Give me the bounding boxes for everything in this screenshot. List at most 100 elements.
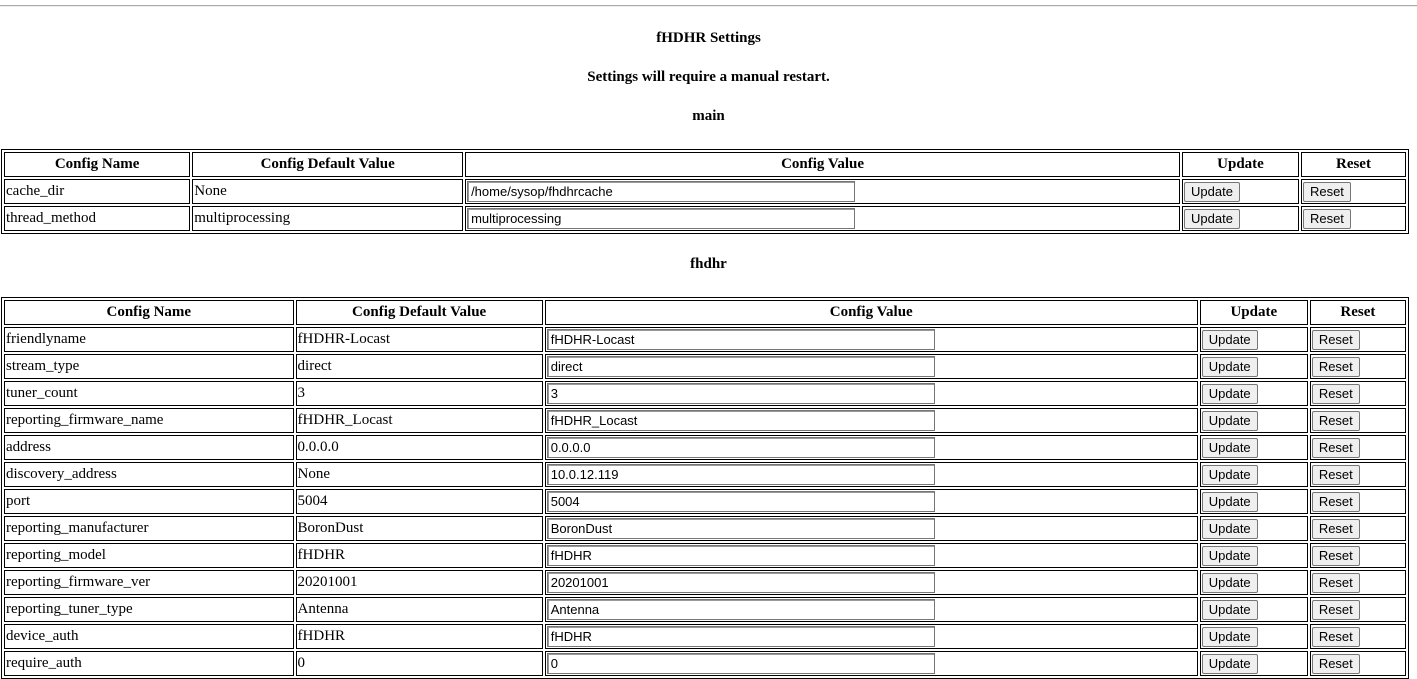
update-button[interactable]: Update	[1201, 410, 1258, 431]
settings-table-main: Config Name Config Default Value Config Va…	[1, 149, 1409, 234]
column-header: Config Name	[4, 152, 191, 177]
reset-button[interactable]: Reset	[1311, 464, 1360, 485]
reset-button[interactable]: Reset	[1311, 491, 1360, 512]
table-row: reporting_firmware_ver 20201001 20201001…	[4, 570, 1406, 595]
update-cell: Update	[1199, 516, 1308, 541]
reset-cell: Reset	[1309, 570, 1406, 595]
update-button[interactable]: Update	[1201, 383, 1258, 404]
reset-cell: Reset	[1309, 516, 1406, 541]
update-button[interactable]: Update	[1184, 208, 1240, 229]
update-button[interactable]: Update	[1201, 653, 1258, 674]
reset-button[interactable]: Reset	[1311, 599, 1360, 620]
column-header: Reset	[1309, 300, 1406, 325]
reset-cell: Reset	[1309, 408, 1406, 433]
config-name: discovery_address	[4, 462, 294, 487]
reset-cell: Reset	[1300, 206, 1406, 231]
reset-button[interactable]: Reset	[1311, 572, 1360, 593]
config-value-input[interactable]: 3	[546, 383, 935, 404]
reset-button[interactable]: Reset	[1311, 383, 1360, 404]
table-row: require_auth 0 0 Update Reset	[4, 651, 1406, 676]
table-header: Config Name Config Default Value Config Va…	[4, 152, 1406, 177]
config-value-input[interactable]: multiprocessing	[467, 208, 856, 229]
config-name: friendlyname	[4, 327, 294, 352]
update-button[interactable]: Update	[1201, 626, 1258, 647]
config-value-input[interactable]: BoronDust	[546, 518, 935, 539]
update-button[interactable]: Update	[1201, 437, 1258, 458]
page-title: fHDHR Settings	[656, 30, 761, 46]
reset-button[interactable]: Reset	[1311, 626, 1360, 647]
table-row: reporting_model fHDHR fHDHR Update Reset	[4, 543, 1406, 568]
update-cell: Update	[1199, 327, 1308, 352]
config-value-input[interactable]: fHDHR_Locast	[546, 410, 935, 431]
config-value-input[interactable]: 5004	[546, 491, 935, 512]
update-cell: Update	[1199, 570, 1308, 595]
reset-cell: Reset	[1309, 327, 1406, 352]
config-value-cell: direct	[544, 354, 1198, 379]
section-title-main: main	[692, 108, 725, 124]
config-name: reporting_model	[4, 543, 294, 568]
reset-button[interactable]: Reset	[1311, 356, 1360, 377]
column-header: Config Name	[4, 300, 294, 325]
update-cell: Update	[1199, 651, 1308, 676]
update-cell: Update	[1199, 435, 1308, 460]
config-name: reporting_firmware_ver	[4, 570, 294, 595]
table-row: reporting_tuner_type Antenna Antenna Upd…	[4, 597, 1406, 622]
config-default-value: fHDHR-Locast	[295, 327, 543, 352]
config-name: stream_type	[4, 354, 294, 379]
config-value-cell: fHDHR_Locast	[544, 408, 1198, 433]
reset-button[interactable]: Reset	[1311, 437, 1360, 458]
table-row: thread_method multiprocessing multiproce…	[4, 206, 1406, 231]
config-default-value: 3	[295, 381, 543, 406]
update-button[interactable]: Update	[1201, 491, 1258, 512]
reset-button[interactable]: Reset	[1311, 545, 1360, 566]
config-value-input[interactable]: 0	[546, 653, 935, 674]
config-value-input[interactable]: /home/sysop/fhdhrcache	[467, 181, 856, 202]
config-value-input[interactable]: Antenna	[546, 599, 935, 620]
update-cell: Update	[1182, 206, 1299, 231]
config-default-value: fHDHR	[295, 624, 543, 649]
config-value-input[interactable]: fHDHR	[546, 626, 935, 647]
config-name: device_auth	[4, 624, 294, 649]
reset-button[interactable]: Reset	[1311, 518, 1360, 539]
reset-button[interactable]: Reset	[1311, 410, 1360, 431]
reset-button[interactable]: Reset	[1311, 653, 1360, 674]
config-value-input[interactable]: 20201001	[546, 572, 935, 593]
reset-cell: Reset	[1309, 435, 1406, 460]
update-button[interactable]: Update	[1201, 572, 1258, 593]
update-button[interactable]: Update	[1201, 545, 1258, 566]
reset-cell: Reset	[1309, 381, 1406, 406]
update-button[interactable]: Update	[1201, 599, 1258, 620]
config-default-value: fHDHR_Locast	[295, 408, 543, 433]
update-button[interactable]: Update	[1184, 181, 1240, 202]
reset-cell: Reset	[1309, 651, 1406, 676]
update-cell: Update	[1199, 597, 1308, 622]
config-default-value: 20201001	[295, 570, 543, 595]
config-name: port	[4, 489, 294, 514]
config-value-input[interactable]: fHDHR	[546, 545, 935, 566]
config-value-input[interactable]: 0.0.0.0	[546, 437, 935, 458]
config-value-cell: 5004	[544, 489, 1198, 514]
update-button[interactable]: Update	[1201, 329, 1258, 350]
config-value-input[interactable]: 10.0.12.119	[546, 464, 935, 485]
reset-cell: Reset	[1309, 543, 1406, 568]
update-button[interactable]: Update	[1201, 464, 1258, 485]
reset-button[interactable]: Reset	[1311, 329, 1360, 350]
table-row: friendlyname fHDHR-Locast fHDHR-Locast U…	[4, 327, 1406, 352]
update-button[interactable]: Update	[1201, 356, 1258, 377]
config-value-input[interactable]: direct	[546, 356, 935, 377]
reset-button[interactable]: Reset	[1302, 181, 1351, 202]
update-button[interactable]: Update	[1201, 518, 1258, 539]
column-header: Config Value	[465, 152, 1181, 177]
config-value-input[interactable]: fHDHR-Locast	[546, 329, 935, 350]
table-row: device_auth fHDHR fHDHR Update Reset	[4, 624, 1406, 649]
reset-cell: Reset	[1300, 179, 1406, 204]
update-cell: Update	[1199, 624, 1308, 649]
config-name: thread_method	[4, 206, 191, 231]
update-cell: Update	[1199, 543, 1308, 568]
config-default-value: None	[192, 179, 464, 204]
column-header: Config Default Value	[192, 152, 464, 177]
config-default-value: None	[295, 462, 543, 487]
reset-button[interactable]: Reset	[1302, 208, 1351, 229]
table-header: Config Name Config Default Value Config Va…	[4, 300, 1406, 325]
reset-cell: Reset	[1309, 489, 1406, 514]
